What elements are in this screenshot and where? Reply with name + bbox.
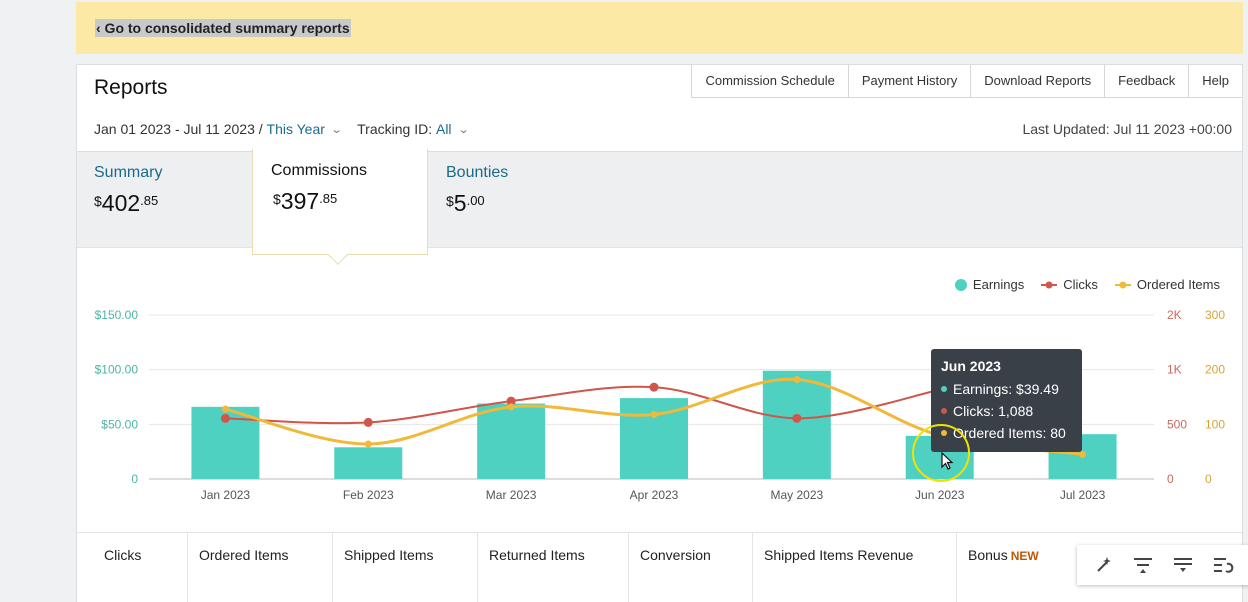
tab-help[interactable]: Help: [1188, 65, 1242, 98]
commissions-card[interactable]: Commissions $397.85: [252, 149, 428, 265]
ordered-items-point: [1079, 450, 1087, 458]
summary-value: $402.85: [94, 190, 159, 216]
align-top-icon[interactable]: [1123, 545, 1163, 585]
x-tick-label: Jun 2023: [915, 488, 965, 502]
col-shipped-items-revenue[interactable]: Shipped Items Revenue: [752, 533, 956, 602]
tracking-id-dropdown[interactable]: All: [435, 121, 452, 137]
report-filters: Jan 01 2023 - Jul 11 2023 / This Year ⌄ …: [94, 121, 470, 137]
ordered-items-point: [650, 410, 658, 418]
period-dropdown[interactable]: This Year: [266, 121, 325, 137]
legend-clicks[interactable]: Clicks: [1041, 277, 1098, 292]
clicks-point: [220, 413, 230, 423]
new-badge: NEW: [1010, 549, 1039, 563]
card-pointer: [328, 245, 348, 265]
earnings-bar: [477, 403, 546, 479]
clicks-point: [792, 413, 802, 423]
col-shipped-items[interactable]: Shipped Items: [332, 533, 477, 602]
consolidated-banner: ‹ Go to consolidated summary reports: [76, 2, 1243, 54]
clicks-swatch-icon: [1041, 281, 1058, 288]
ordered-items-point: [364, 440, 372, 448]
x-tick-label: Jul 2023: [1060, 488, 1106, 502]
last-updated: Last Updated: Jul 11 2023 +00:00: [1022, 121, 1232, 137]
redo-icon[interactable]: [1203, 545, 1243, 585]
x-tick-label: May 2023: [771, 488, 824, 502]
y-right-clicks-tick-label: 2K: [1167, 308, 1182, 322]
y-right-ordered-tick-label: 200: [1205, 363, 1225, 377]
magic-wand-icon[interactable]: [1083, 545, 1123, 585]
x-tick-label: Jan 2023: [201, 488, 251, 502]
tab-download-reports[interactable]: Download Reports: [970, 65, 1105, 98]
legend-ordered-items[interactable]: Ordered Items: [1114, 277, 1220, 292]
tooltip-earnings: Earnings: $39.49: [941, 378, 1072, 400]
clicks-point: [363, 417, 373, 427]
legend-earnings[interactable]: Earnings: [954, 277, 1024, 292]
x-tick-label: Mar 2023: [486, 488, 537, 502]
commissions-label: Commissions: [271, 162, 368, 179]
y-right-clicks-tick-label: 0: [1167, 472, 1174, 486]
col-clicks[interactable]: Clicks: [104, 547, 142, 563]
col-returned-items[interactable]: Returned Items: [477, 533, 628, 602]
earnings-bar: [762, 370, 831, 479]
page-title: Reports: [94, 76, 168, 99]
ordered-items-point: [221, 405, 229, 413]
y-right-ordered-tick-label: 100: [1205, 417, 1225, 431]
earnings-bar: [334, 447, 403, 479]
summary-label[interactable]: Summary: [94, 164, 163, 181]
x-tick-label: Feb 2023: [343, 488, 394, 502]
tooltip-clicks: Clicks: 1,088: [941, 400, 1072, 422]
mouse-pointer-icon: [941, 452, 954, 470]
x-tick-label: Apr 2023: [630, 488, 679, 502]
y-right-clicks-tick-label: 500: [1167, 417, 1187, 431]
consolidated-summary-link[interactable]: ‹ Go to consolidated summary reports: [95, 19, 351, 37]
metrics-table-header: Clicks Ordered Items Shipped Items Retur…: [77, 532, 1242, 602]
col-bonus[interactable]: Bonus NEW: [956, 533, 1242, 602]
col-conversion[interactable]: Conversion: [628, 533, 752, 602]
chevron-down-icon[interactable]: ⌄: [457, 123, 470, 136]
date-range: Jan 01 2023 - Jul 11 2023 /: [94, 121, 263, 137]
align-bottom-icon[interactable]: [1163, 545, 1203, 585]
tracking-id-label: Tracking ID:: [357, 121, 433, 137]
col-ordered-items[interactable]: Ordered Items: [187, 533, 332, 602]
y-left-tick-label: 0: [131, 472, 138, 486]
clicks-line: [225, 385, 940, 425]
chevron-down-icon[interactable]: ⌄: [330, 123, 343, 136]
y-right-clicks-tick-label: 1K: [1167, 363, 1182, 377]
earnings-swatch-icon: [954, 278, 967, 291]
clicks-point: [649, 382, 659, 392]
reports-panel: Reports Commission Schedule Payment Hist…: [76, 64, 1243, 602]
y-left-tick-label: $150.00: [95, 308, 139, 322]
clicks-point: [506, 396, 516, 406]
y-left-tick-label: $100.00: [95, 363, 139, 377]
floating-toolbar: [1077, 545, 1248, 585]
ordered-items-point: [507, 403, 515, 411]
y-right-ordered-tick-label: 0: [1205, 472, 1212, 486]
commissions-value: $397.85: [273, 188, 338, 214]
report-tabs: Commission Schedule Payment History Down…: [691, 65, 1242, 98]
bounties-label[interactable]: Bounties: [446, 164, 509, 181]
ordered-items-swatch-icon: [1114, 281, 1131, 288]
y-left-tick-label: $50.00: [101, 417, 138, 431]
chart-legend: Earnings Clicks Ordered Items: [938, 277, 1220, 292]
y-right-ordered-tick-label: 300: [1205, 308, 1225, 322]
tooltip-title: Jun 2023: [941, 358, 1001, 374]
tab-commission-schedule[interactable]: Commission Schedule: [691, 65, 848, 98]
tab-payment-history[interactable]: Payment History: [847, 65, 971, 98]
ordered-items-point: [793, 376, 801, 384]
tab-feedback[interactable]: Feedback: [1104, 65, 1189, 98]
cursor-highlight: [912, 424, 970, 482]
bounties-value: $5.00: [446, 190, 485, 216]
